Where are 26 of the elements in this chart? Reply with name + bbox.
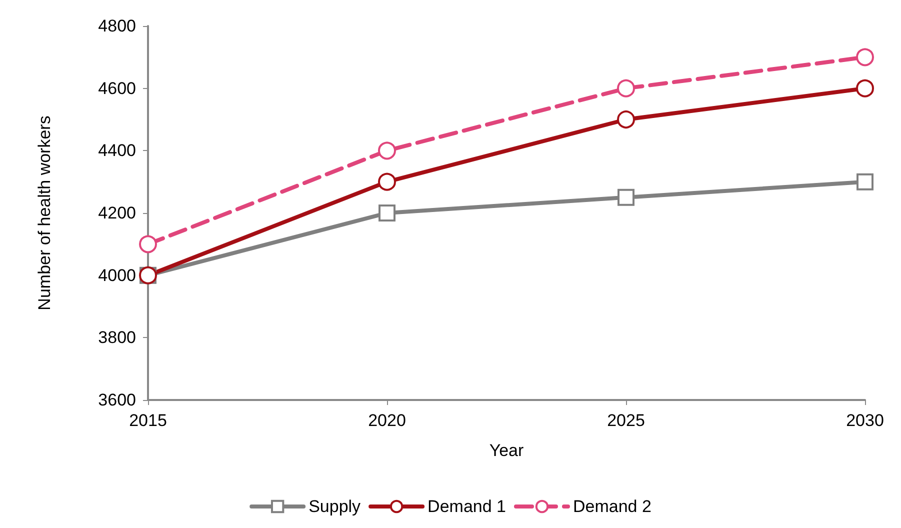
point (378, 142, 396, 160)
point (856, 79, 874, 98)
legend-label: Demand 2 (572, 497, 652, 516)
x-tick-label: 2020 (368, 411, 406, 430)
point (618, 188, 634, 206)
x-tick-label: 2015 (129, 411, 167, 430)
y-axis-title: Number of health workers (35, 116, 54, 310)
x-tick-label: 2030 (846, 411, 884, 430)
y-tick-label: 3600 (98, 390, 136, 410)
x-axis-title: Year (489, 441, 524, 460)
y-tick-label: 4600 (98, 78, 136, 98)
legend-label: Supply (308, 497, 362, 516)
y-tick-label: 4400 (98, 141, 136, 160)
y-tick-label: 4200 (98, 204, 136, 222)
y-tick-label: 4800 (98, 16, 136, 36)
x-tick-label: 2025 (607, 411, 645, 430)
y-tick-label: 3800 (98, 328, 136, 348)
point (856, 173, 874, 190)
point (617, 79, 635, 98)
point (378, 204, 396, 222)
point (617, 110, 635, 128)
y-tick-label: 4000 (98, 266, 136, 285)
point (378, 172, 396, 191)
legend-label: Demand 1 (428, 497, 506, 516)
point (139, 235, 157, 254)
point (856, 48, 874, 66)
